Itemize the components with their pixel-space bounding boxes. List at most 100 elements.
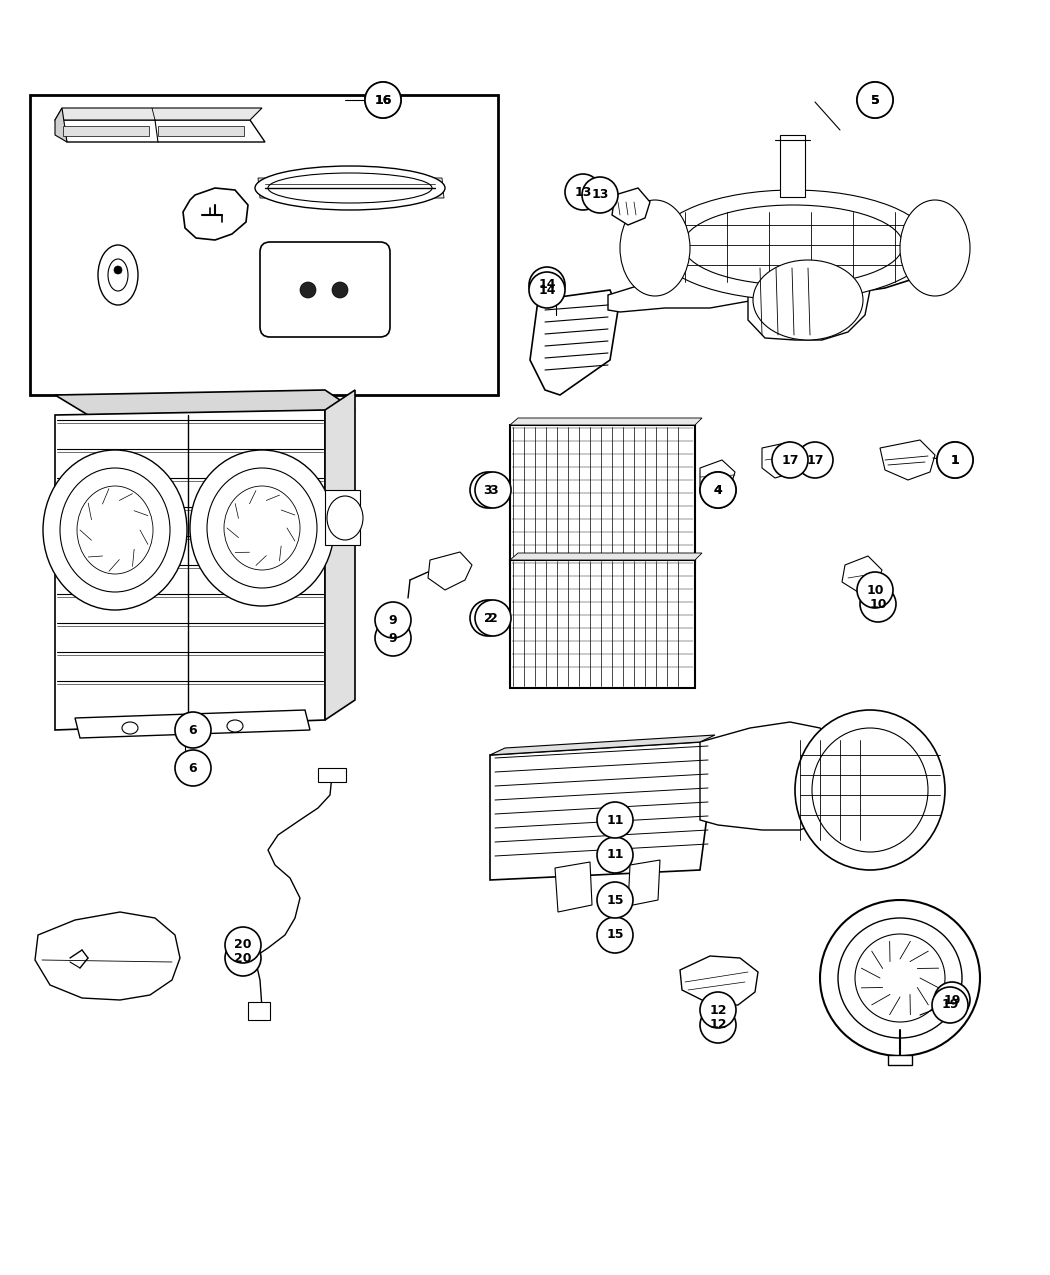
Polygon shape (612, 187, 650, 224)
Text: 15: 15 (606, 894, 624, 907)
Text: 10: 10 (869, 598, 887, 611)
Polygon shape (842, 556, 882, 592)
Polygon shape (880, 440, 934, 479)
Polygon shape (326, 390, 355, 720)
Bar (158, 126, 244, 136)
Bar (30, 96, 498, 395)
Ellipse shape (114, 266, 122, 274)
Circle shape (470, 601, 506, 636)
Text: 9: 9 (388, 631, 397, 644)
Ellipse shape (753, 260, 863, 340)
FancyBboxPatch shape (260, 242, 390, 337)
Polygon shape (652, 196, 934, 293)
Polygon shape (55, 120, 265, 142)
Text: 16: 16 (374, 93, 392, 107)
Ellipse shape (43, 450, 187, 609)
Ellipse shape (108, 259, 128, 291)
Ellipse shape (682, 205, 903, 286)
Polygon shape (700, 722, 850, 830)
Polygon shape (490, 734, 715, 755)
Circle shape (860, 586, 896, 622)
Polygon shape (183, 187, 248, 240)
Polygon shape (608, 272, 760, 312)
Polygon shape (748, 258, 870, 340)
Text: 13: 13 (591, 189, 609, 201)
Circle shape (475, 472, 511, 507)
Polygon shape (35, 912, 180, 1000)
Circle shape (582, 177, 618, 213)
Polygon shape (55, 411, 326, 731)
Circle shape (700, 472, 736, 507)
Bar (326, 490, 360, 544)
Text: 4: 4 (714, 483, 722, 496)
Polygon shape (700, 460, 735, 493)
Circle shape (529, 266, 565, 303)
Ellipse shape (207, 468, 317, 588)
Circle shape (375, 602, 411, 638)
Circle shape (175, 711, 211, 748)
Text: 9: 9 (388, 613, 397, 626)
Ellipse shape (77, 486, 153, 574)
Polygon shape (490, 742, 715, 880)
Ellipse shape (98, 245, 138, 305)
Circle shape (857, 572, 892, 608)
Text: 17: 17 (781, 454, 799, 467)
Bar (510, 425, 695, 564)
Polygon shape (55, 108, 67, 142)
Text: 14: 14 (539, 278, 555, 292)
Text: 20: 20 (234, 951, 252, 964)
Bar (318, 768, 346, 782)
Ellipse shape (227, 720, 243, 732)
Circle shape (934, 982, 970, 1017)
Circle shape (529, 272, 565, 309)
Ellipse shape (255, 166, 445, 210)
Text: 5: 5 (870, 93, 880, 107)
Polygon shape (555, 862, 592, 912)
Text: 15: 15 (606, 928, 624, 941)
Polygon shape (510, 553, 702, 560)
Text: 1: 1 (950, 454, 960, 467)
Ellipse shape (190, 450, 334, 606)
Circle shape (365, 82, 401, 119)
Bar (63, 126, 149, 136)
Text: 4: 4 (714, 483, 722, 496)
Text: 19: 19 (941, 998, 959, 1011)
Text: 11: 11 (606, 813, 624, 826)
Ellipse shape (327, 496, 363, 541)
Ellipse shape (655, 190, 931, 300)
Text: 11: 11 (606, 848, 624, 862)
Bar (888, 1054, 912, 1065)
Text: 12: 12 (709, 1003, 727, 1016)
Text: 6: 6 (189, 761, 197, 774)
Text: 10: 10 (866, 584, 884, 597)
Text: 5: 5 (870, 93, 880, 107)
Text: 13: 13 (574, 185, 592, 199)
Polygon shape (762, 442, 800, 478)
Ellipse shape (300, 282, 316, 298)
Text: 20: 20 (234, 938, 252, 951)
Circle shape (597, 917, 633, 952)
Polygon shape (680, 956, 758, 1005)
Circle shape (475, 601, 511, 636)
Ellipse shape (900, 200, 970, 296)
Ellipse shape (812, 728, 928, 852)
Circle shape (700, 992, 736, 1028)
Polygon shape (258, 179, 444, 198)
Ellipse shape (332, 282, 348, 298)
Circle shape (937, 442, 973, 478)
Circle shape (597, 802, 633, 838)
Text: 1: 1 (950, 454, 960, 467)
Text: 6: 6 (189, 723, 197, 737)
Circle shape (597, 836, 633, 873)
Circle shape (797, 442, 833, 478)
Circle shape (700, 1007, 736, 1043)
Circle shape (365, 82, 401, 119)
Text: 17: 17 (806, 454, 824, 467)
Bar (248, 1002, 270, 1020)
Circle shape (857, 82, 892, 119)
Text: 16: 16 (374, 93, 392, 107)
Circle shape (470, 472, 506, 507)
Text: 19: 19 (943, 993, 961, 1006)
Circle shape (375, 620, 411, 657)
Circle shape (772, 442, 808, 478)
